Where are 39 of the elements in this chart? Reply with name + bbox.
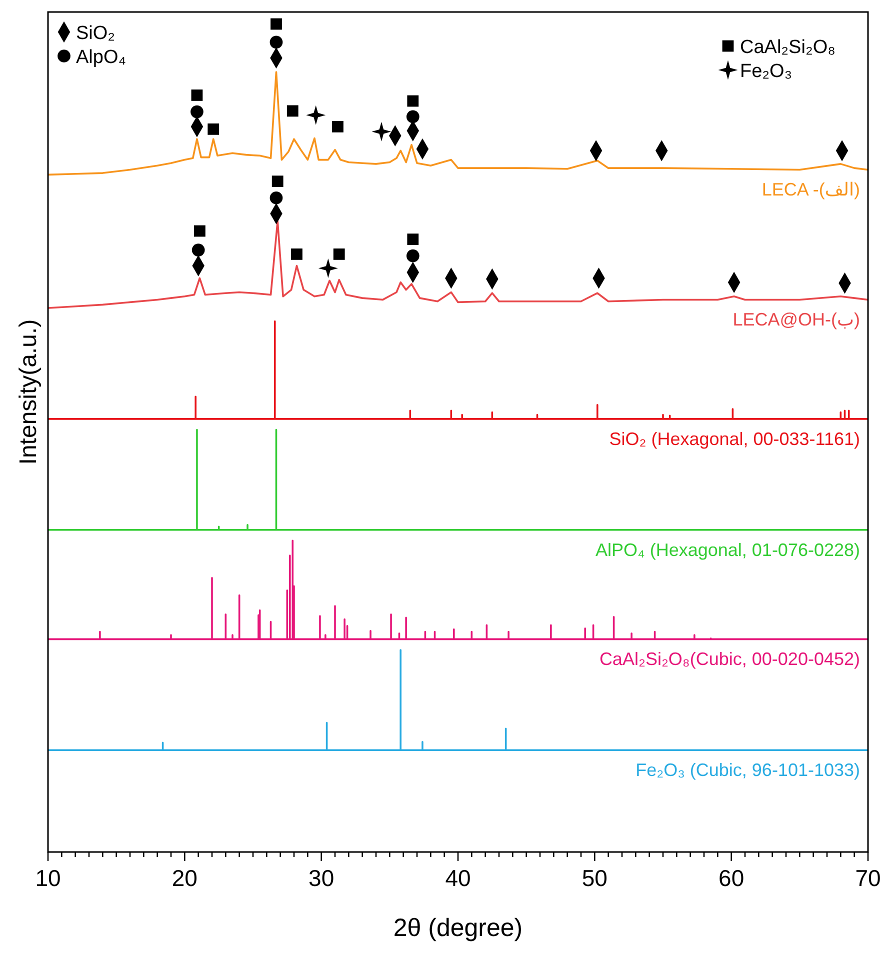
point	[318, 258, 338, 278]
legend-label: SiO₂	[76, 23, 116, 44]
x-tick-label: 10	[35, 865, 61, 891]
series-label: AlPO₄ (Hexagonal, 01-076-0228)	[596, 540, 860, 560]
legend-label: CaAl₂Si₂O₈	[740, 37, 836, 58]
point	[192, 244, 205, 256]
point	[407, 95, 419, 107]
point	[372, 122, 392, 142]
point	[270, 18, 282, 30]
x-axis-title: 2θ (degree)	[393, 914, 523, 942]
point	[270, 36, 283, 49]
series-label: Fe₂O₃ (Cubic, 96-101-1033)	[636, 760, 860, 780]
point	[332, 120, 344, 132]
x-tick-label: 20	[172, 865, 198, 891]
legend-label: AlpO₄	[76, 47, 126, 68]
x-tick-label: 60	[718, 865, 744, 891]
x-tick-label: 40	[445, 865, 471, 891]
point	[208, 123, 220, 135]
x-tick-label: 30	[308, 865, 334, 891]
point	[190, 105, 204, 118]
point	[191, 90, 203, 101]
x-tick-label: 50	[582, 865, 608, 891]
point	[272, 176, 284, 188]
point	[406, 249, 420, 262]
y-axis-title: Intensity(a.u.)	[15, 319, 42, 465]
series-label: LECA@OH-(ب)	[732, 310, 860, 330]
legend-label: Fe₂O₃	[740, 61, 792, 82]
point	[291, 248, 302, 260]
point	[406, 110, 420, 124]
series-label: LECA -(الف)	[762, 180, 860, 200]
series-label: SiO₂ (Hexagonal, 00-033-1161)	[609, 428, 860, 449]
point	[407, 234, 419, 245]
series-label: CaAl₂Si₂O₈(Cubic, 00-020-0452)	[599, 649, 860, 670]
point	[306, 105, 326, 125]
x-tick-label: 70	[855, 865, 881, 891]
point	[194, 225, 206, 237]
point	[286, 105, 298, 117]
point	[333, 248, 345, 260]
point	[270, 191, 283, 204]
